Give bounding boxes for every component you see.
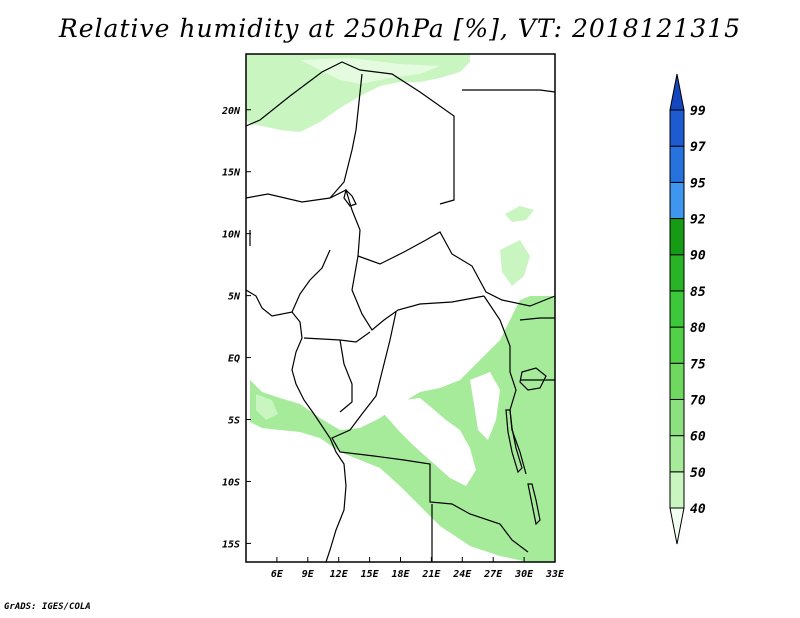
border-10 (483, 295, 527, 475)
colorbar-swatch (669, 109, 685, 147)
border-13 (462, 89, 556, 93)
border-5 (291, 249, 331, 313)
grads-credit: GrADS: IGES/COLA (4, 602, 91, 612)
lat-tick-label: 5N (228, 292, 241, 303)
lake-victoria (519, 367, 547, 391)
chart-title: Relative humidity at 250hPa [%], VT: 201… (58, 14, 742, 43)
border-3 (329, 73, 363, 199)
colorbar-low-arrow (669, 507, 685, 545)
colorbar-high-arrow (669, 73, 685, 111)
colorbar-swatch (669, 435, 685, 473)
border-1 (245, 61, 455, 205)
lat-tick-label: 10N (222, 230, 241, 241)
lat-tick-label: 15N (222, 168, 241, 179)
country-borders (245, 61, 556, 563)
lat-tick-label: EQ (228, 354, 240, 365)
border-2 (245, 189, 361, 257)
colorbar-label: 75 (690, 357, 706, 372)
colorbar-swatch (669, 362, 685, 400)
colorbar-label: 92 (690, 213, 706, 228)
colorbar-swatch (669, 181, 685, 220)
lon-tick-label: 18E (391, 569, 410, 580)
border-8 (339, 339, 353, 413)
colorbar-label: 40 (690, 502, 706, 517)
humidity-shading (246, 54, 555, 562)
lon-tick-label: 15E (361, 569, 380, 580)
colorbar-label: 95 (690, 176, 706, 191)
lake-chad (343, 188, 357, 207)
lon-tick-label: 21E (421, 569, 441, 580)
lake-tanganyika (505, 409, 523, 474)
border-11 (519, 317, 555, 321)
lon-tick-labels: 6E 9E 12E 15E 18E 21E 24E 27E 30E 33E (271, 557, 565, 580)
lon-tick-label: 27E (483, 569, 503, 580)
lat-tick-label: 20N (221, 106, 241, 117)
lon-tick-label: 24E (452, 569, 472, 580)
lake-malawi (527, 483, 541, 526)
colorbar: 40 50 60 70 75 80 85 90 92 95 97 99 (669, 73, 706, 545)
humidity-patch-west (256, 394, 278, 420)
colorbar-swatch (669, 145, 685, 183)
border-7 (303, 331, 371, 343)
border-6 (351, 255, 485, 331)
humidity-hole-east (470, 372, 500, 440)
colorbar-label: 97 (690, 140, 706, 155)
colorbar-label: 85 (690, 285, 706, 300)
humidity-hole-central (384, 398, 476, 486)
border-9 (331, 311, 529, 553)
lon-tick-label: 9E (302, 569, 315, 580)
border-4 (357, 231, 556, 307)
coastline-west (245, 289, 347, 563)
colorbar-label: 99 (690, 104, 706, 119)
colorbar-label: 60 (690, 430, 706, 445)
colorbar-swatch (669, 254, 685, 292)
humidity-map: 6E 9E 12E 15E 18E 21E 24E 27E 30E 33E 20N 15N 10N 5N… (221, 53, 565, 580)
lon-tick-label: 30E (514, 569, 534, 580)
colorbar-swatch (669, 290, 685, 328)
humidity-patch-northeast (505, 206, 534, 222)
colorbar-label: 80 (690, 321, 706, 336)
colorbar-swatch (669, 471, 685, 509)
colorbar-label: 90 (690, 249, 706, 264)
lat-tick-label: 15S (222, 539, 240, 550)
lat-tick-label: 5S (228, 416, 240, 427)
lat-tick-label: 10S (222, 477, 240, 488)
colorbar-swatch (669, 218, 685, 256)
humidity-patch-east (500, 240, 530, 286)
colorbar-label: 50 (690, 466, 706, 481)
colorbar-swatch (669, 398, 685, 437)
colorbar-label: 70 (690, 393, 706, 408)
lat-tick-labels: 20N 15N 10N 5N EQ 5S 10S 15S (221, 106, 251, 550)
lon-tick-label: 33E (545, 569, 565, 580)
lon-tick-label: 6E (271, 569, 284, 580)
lon-tick-label: 12E (330, 569, 349, 580)
colorbar-swatch (669, 326, 685, 364)
